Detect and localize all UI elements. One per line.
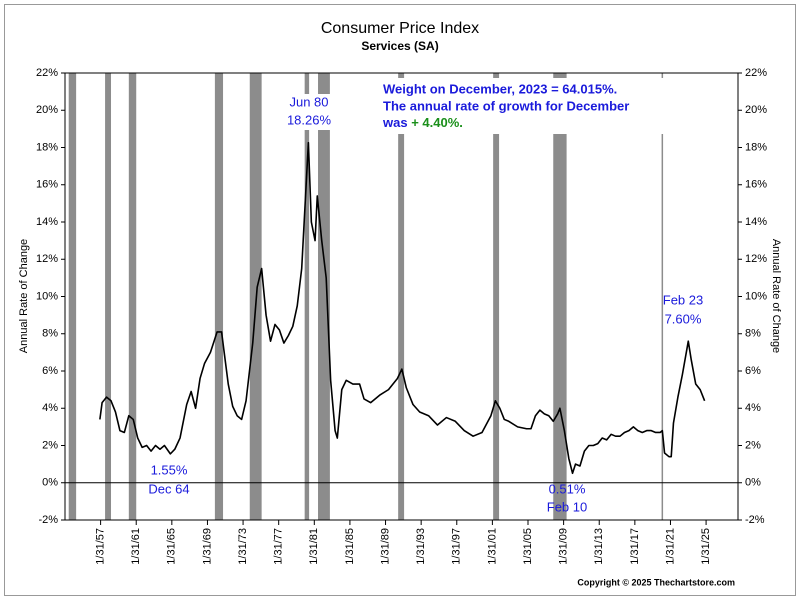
y2-tick-label: 6% [745, 365, 761, 377]
y-tick-label: 22% [36, 67, 58, 79]
x-tick-label: 1/31/97 [451, 528, 463, 565]
annotation: 1.55% [151, 462, 188, 477]
x-tick-label: 1/31/81 [308, 528, 320, 565]
x-tick-label: 1/31/21 [664, 528, 676, 565]
x-tick-label: 1/31/89 [379, 528, 391, 565]
recession-band [398, 73, 405, 520]
x-tick-label: 1/31/73 [237, 528, 249, 565]
y-tick-label: 18% [36, 141, 58, 153]
plot-border [64, 72, 739, 521]
annotation: 18.26% [287, 112, 332, 127]
y2-tick-label: 20% [745, 104, 767, 116]
note-background [372, 78, 664, 134]
x-tick-label: 1/31/13 [593, 528, 605, 565]
x-tick-label: 1/31/69 [201, 528, 213, 565]
copyright: Copyright © 2025 Thechartstore.com [577, 577, 735, 587]
recession-band [128, 73, 137, 520]
y2-tick-label: 0% [745, 477, 761, 489]
y-tick-label: 4% [42, 402, 58, 414]
recession-band [661, 73, 664, 520]
annotation: 7.60% [665, 311, 702, 326]
x-tick-label: 1/31/09 [558, 528, 570, 565]
annotations: Weight on December, 2023 = 64.015%. The … [148, 78, 703, 514]
annotation: Dec 64 [148, 481, 189, 496]
recession-band [493, 73, 500, 520]
recession-band [553, 73, 567, 520]
plot-area [61, 72, 742, 525]
y2-tick-label: 10% [745, 290, 767, 302]
x-tick-label: 1/31/77 [273, 528, 285, 565]
annotation-background [284, 94, 334, 130]
y-tick-label: -2% [38, 514, 58, 526]
y2-axis-label: Annual Rate of Change [770, 239, 782, 353]
y-tick-label: 12% [36, 253, 58, 265]
x-tick-label: 1/31/17 [629, 528, 641, 565]
y2-tick-label: 22% [745, 67, 767, 79]
recession-band [105, 73, 112, 520]
note-line: The annual rate of growth for December [383, 98, 629, 113]
note-highlight: + 4.40%. [411, 115, 463, 130]
recession-band [304, 73, 310, 520]
annotation: 0.51% [549, 481, 586, 496]
x-tick-label: 1/31/01 [486, 528, 498, 565]
y2-tick-label: 4% [745, 402, 761, 414]
y-tick-label: 8% [42, 328, 58, 340]
recession-band [214, 73, 224, 520]
y2-tick-label: 18% [745, 141, 767, 153]
x-tick-label: 1/31/05 [522, 528, 534, 565]
y-tick-label: 16% [36, 179, 58, 191]
x-tick-label: 1/31/25 [700, 528, 712, 565]
y2-tick-label: -2% [745, 514, 765, 526]
x-tick-label: 1/31/85 [344, 528, 356, 565]
chart-title: Consumer Price Index [321, 20, 479, 37]
x-tick-label: 1/31/61 [130, 528, 142, 565]
y2-tick-label: 2% [745, 439, 761, 451]
x-tick-label: 1/31/65 [166, 528, 178, 565]
data-line [99, 141, 706, 475]
y2-tick-label: 16% [745, 179, 767, 191]
recession-band [68, 73, 77, 520]
annotation: Jun 80 [289, 94, 328, 109]
y-tick-label: 20% [36, 104, 58, 116]
recession-band [318, 73, 330, 520]
annotation: Feb 10 [547, 499, 587, 514]
y2-tick-label: 14% [745, 216, 767, 228]
y-tick-label: 0% [42, 477, 58, 489]
y2-tick-label: 12% [745, 253, 767, 265]
note-line: was + 4.40%. [382, 115, 463, 130]
y-tick-label: 2% [42, 439, 58, 451]
y-tick-label: 14% [36, 216, 58, 228]
y-axis-label: Annual Rate of Change [18, 239, 30, 353]
note-line: Weight on December, 2023 = 64.015%. [383, 81, 617, 96]
annotation: Feb 23 [663, 292, 703, 307]
note-text: was [382, 115, 411, 130]
x-tick-label: 1/31/93 [415, 528, 427, 565]
y-tick-label: 6% [42, 365, 58, 377]
y2-tick-label: 8% [745, 328, 761, 340]
x-tick-label: 1/31/57 [95, 528, 107, 565]
chart-subtitle: Services (SA) [361, 39, 438, 53]
y-tick-label: 10% [36, 290, 58, 302]
